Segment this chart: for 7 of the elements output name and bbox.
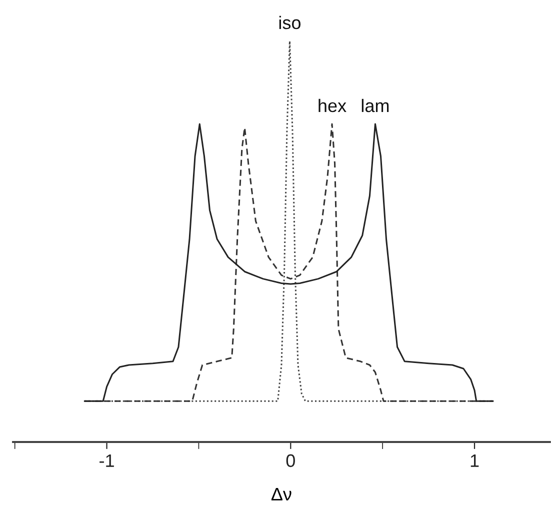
x-tick-label: 0 xyxy=(286,454,295,468)
series-label: iso xyxy=(279,16,301,30)
x-tick-label: 1 xyxy=(470,454,479,467)
x-tick-label: -1 xyxy=(100,454,114,467)
series-label: lam xyxy=(362,98,389,112)
series-label: hex xyxy=(318,98,346,112)
x-axis-title: Δν xyxy=(271,488,292,500)
